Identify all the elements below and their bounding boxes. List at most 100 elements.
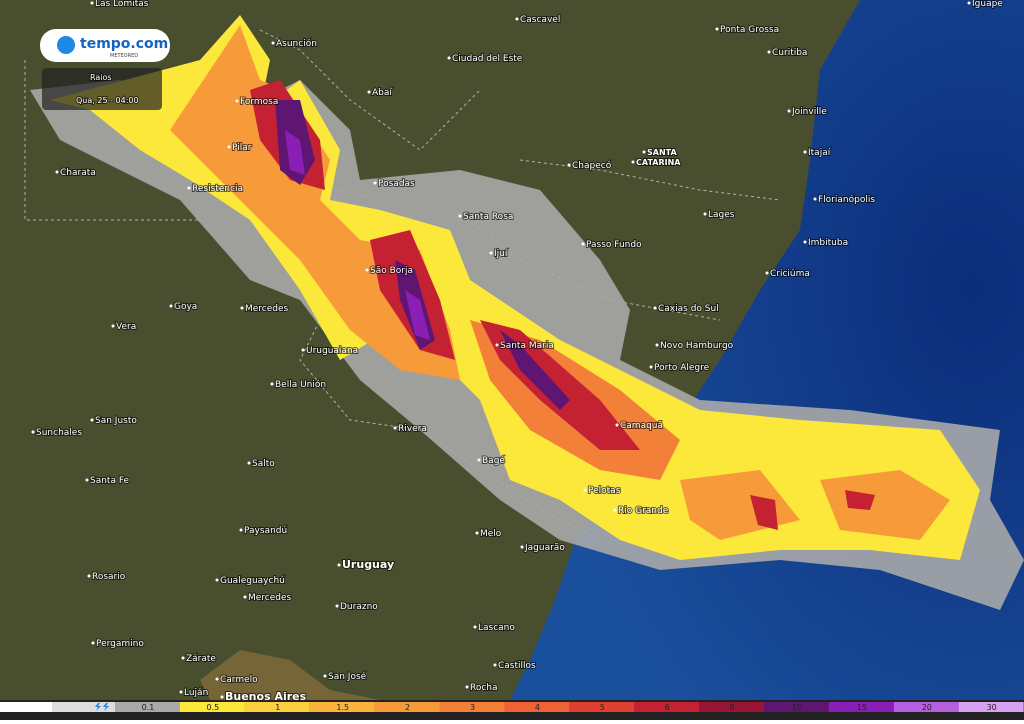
legend: 0.1 0.5 1 1.5 2 3 4 5 6 8 10 15 20 30 <box>0 700 1024 720</box>
place-label: Itajaí <box>808 148 831 158</box>
place-label: Caxias do Sul <box>658 304 719 314</box>
logo-text: tempo.com <box>80 36 168 52</box>
place-label: Zárate <box>186 654 216 664</box>
place-label: Durazno <box>340 602 378 612</box>
place-label: CATARINA <box>636 158 681 167</box>
legend-label: 1.5 <box>336 703 349 712</box>
place-label: Cascavel <box>520 15 560 25</box>
place-label: Rosario <box>92 572 126 582</box>
place-dot <box>335 604 339 608</box>
legend-swatch <box>893 702 959 712</box>
place-label: San José <box>328 671 367 682</box>
place-label: Santa Fe <box>90 476 130 486</box>
place-label: Florianópolis <box>818 194 875 205</box>
place-dot <box>787 109 791 113</box>
place-label: Bagé <box>482 455 505 466</box>
place-label: Iguape <box>972 0 1003 9</box>
place-label: Charata <box>60 168 96 178</box>
place-label: Pergamino <box>96 639 144 649</box>
place-dot <box>179 690 183 694</box>
place-dot <box>373 181 377 185</box>
place-dot <box>489 251 493 255</box>
legend-swatch <box>828 702 894 712</box>
legend-label: 4 <box>535 703 540 712</box>
place-label: Santa Maria <box>500 341 554 351</box>
place-dot <box>91 641 95 645</box>
place-dot <box>240 306 244 310</box>
place-dot <box>649 365 653 369</box>
place-dot <box>111 324 115 328</box>
lightning-icon <box>95 703 109 711</box>
place-dot <box>243 595 247 599</box>
legend-label: 1 <box>275 703 280 712</box>
place-label: Rivera <box>398 424 427 434</box>
place-label: São Borja <box>370 266 413 276</box>
legend-label: 0.5 <box>207 703 220 712</box>
place-dot <box>715 27 719 31</box>
place-dot <box>227 145 231 149</box>
legend-label: 5 <box>600 703 605 712</box>
logo: tempo.com METEORED <box>40 29 170 62</box>
place-dot <box>247 461 251 465</box>
place-label: Pelotas <box>588 486 621 496</box>
place-dot <box>631 160 635 164</box>
place-dot <box>515 17 519 21</box>
place-dot <box>85 478 89 482</box>
place-dot <box>365 268 369 272</box>
place-label: Uruguay <box>342 558 394 571</box>
place-dot <box>613 508 617 512</box>
place-label: Asunción <box>276 38 317 49</box>
place-label: Carmelo <box>220 675 258 685</box>
layer-name: Raios <box>90 73 112 82</box>
legend-swatch <box>52 702 115 712</box>
legend-label: 2 <box>405 703 410 712</box>
legend-swatch <box>0 702 52 712</box>
time-box[interactable]: Raios Qua, 25 - 04:00 <box>42 68 162 110</box>
place-label: Mercedes <box>245 304 289 314</box>
place-label: Ponta Grossa <box>720 25 779 35</box>
place-dot <box>323 674 327 678</box>
place-dot <box>465 685 469 689</box>
place-dot <box>615 423 619 427</box>
precipitation <box>30 15 1024 610</box>
place-label: SANTA <box>647 148 677 157</box>
place-dot <box>655 343 659 347</box>
place-label: Sunchales <box>36 428 82 438</box>
place-label: Las Lomitas <box>95 0 149 9</box>
legend-label: 15 <box>857 703 867 712</box>
place-dot <box>458 214 462 218</box>
place-dot <box>567 163 571 167</box>
place-label: Novo Hamburgo <box>660 341 734 351</box>
logo-sub: METEORED <box>110 53 138 59</box>
place-dot <box>215 578 219 582</box>
legend-label: 6 <box>665 703 670 712</box>
place-label: Castillos <box>498 661 536 671</box>
place-label: Lascano <box>478 623 515 633</box>
place-dot <box>803 240 807 244</box>
place-label: Camaquã <box>620 421 663 431</box>
place-dot <box>493 663 497 667</box>
place-label: Ciudad del Este <box>452 54 523 64</box>
place-label: Uruguaiana <box>306 346 358 356</box>
logo-icon <box>57 36 75 54</box>
place-label: Melo <box>480 529 502 539</box>
legend-label: 10 <box>792 703 802 712</box>
legend-swatch <box>699 702 765 712</box>
place-label: Resistencia <box>192 184 243 194</box>
place-dot <box>495 343 499 347</box>
logo-badge <box>40 29 170 62</box>
place-dot <box>301 348 305 352</box>
place-label: Ijuí <box>494 249 508 259</box>
place-dot <box>583 488 587 492</box>
legend-swatch <box>374 702 440 712</box>
place-dot <box>447 56 451 60</box>
place-dot <box>703 212 707 216</box>
place-dot <box>271 41 275 45</box>
place-label: Luján <box>184 688 208 698</box>
place-label: Santa Rosa <box>463 212 513 222</box>
place-label: Bella Unión <box>275 379 326 390</box>
place-dot <box>642 150 646 154</box>
place-dot <box>55 170 59 174</box>
legend-swatch <box>634 702 700 712</box>
place-dot <box>270 382 274 386</box>
